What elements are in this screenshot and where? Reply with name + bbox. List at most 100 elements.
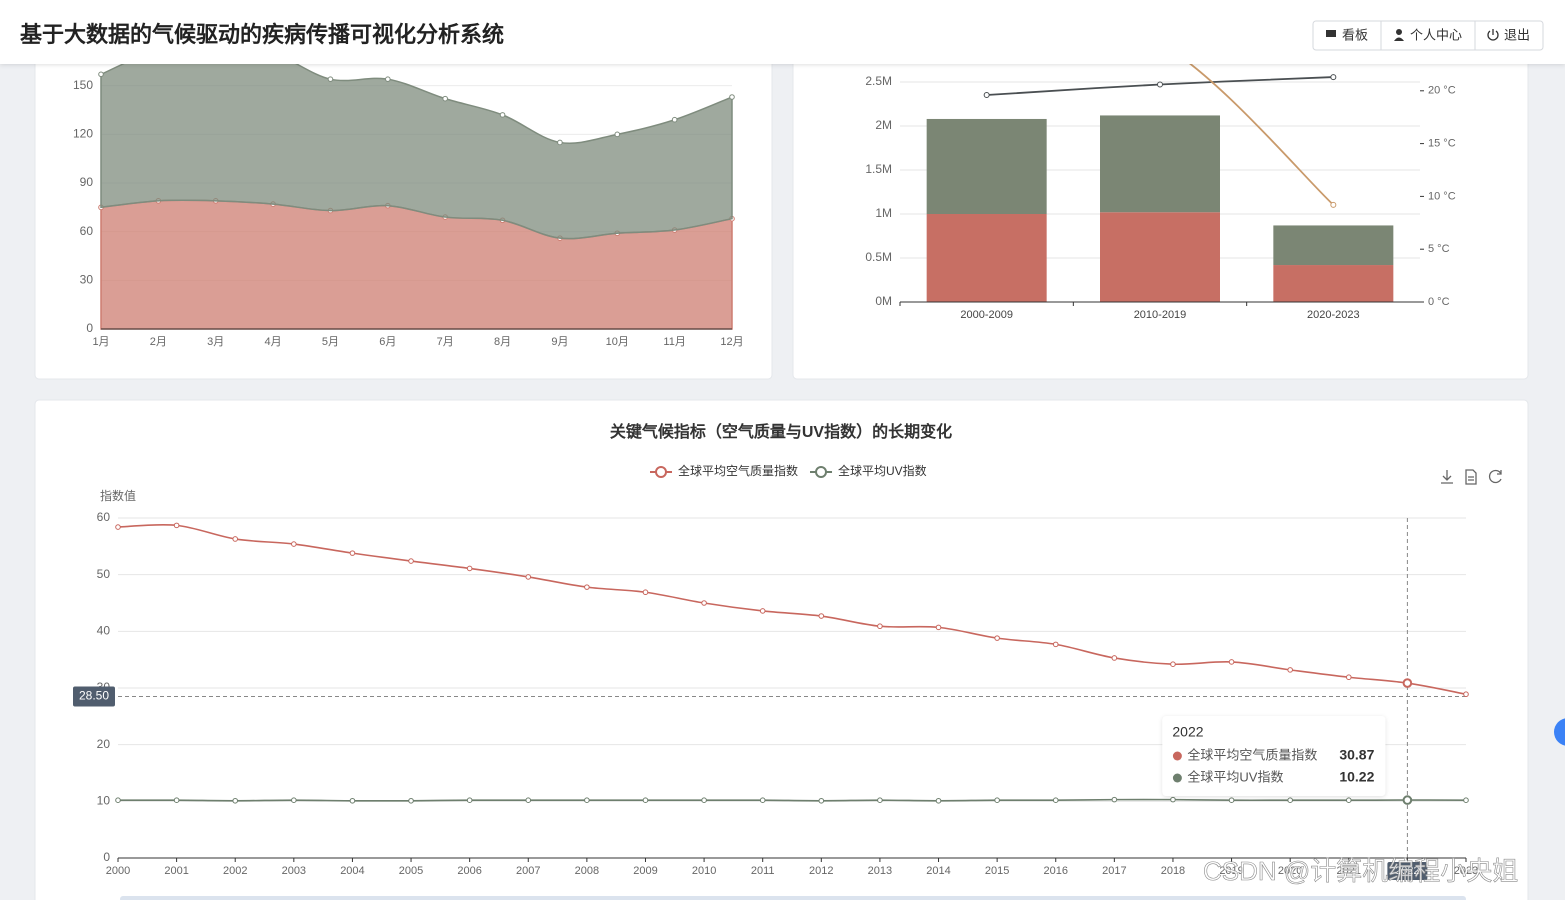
tooltip-value: 30.87 bbox=[1339, 747, 1374, 763]
button-label[interactable]: 个人中心 bbox=[1410, 27, 1462, 42]
x-tick-label: 12月 bbox=[720, 336, 743, 348]
point bbox=[818, 613, 825, 619]
point bbox=[584, 584, 590, 590]
point bbox=[1052, 797, 1059, 804]
watermark: CSDN @计算机编程小央姐 bbox=[1203, 856, 1518, 886]
legend-item[interactable]: 全球平均空气质量指数 bbox=[650, 463, 798, 478]
x-tick-label: 2021 bbox=[1337, 865, 1361, 877]
float-button[interactable] bbox=[1554, 718, 1565, 746]
chart-title: 关键气候指标（空气质量与UV指数）的长期变化 bbox=[610, 422, 952, 441]
tooltip-box bbox=[1162, 716, 1386, 796]
x-tick-label: 2004 bbox=[340, 865, 364, 877]
point bbox=[466, 565, 473, 572]
x-tick-label: 2006 bbox=[457, 865, 481, 877]
y-tick-label: 0M bbox=[875, 294, 892, 308]
restore-icon[interactable] bbox=[1488, 469, 1502, 484]
x-tick-label: 2001 bbox=[164, 865, 188, 877]
line bbox=[117, 523, 1467, 696]
toolbox[interactable] bbox=[1441, 469, 1502, 485]
header: 基于大数据的气候驱动的疾病传播可视化分析系统 看板 个人中心 退出 bbox=[0, 0, 1565, 64]
profile-button[interactable]: 个人中心 bbox=[1394, 27, 1462, 42]
point bbox=[877, 623, 883, 630]
point bbox=[525, 574, 532, 580]
button-label[interactable]: 退出 bbox=[1504, 27, 1530, 42]
point bbox=[1287, 797, 1293, 804]
x-tick-label: 4月 bbox=[265, 336, 282, 348]
tooltip-value: 10.22 bbox=[1339, 769, 1374, 785]
x-tick-label: 2015 bbox=[985, 865, 1009, 877]
y2-tick-label: 15 °C bbox=[1428, 138, 1456, 150]
bar-segment bbox=[1273, 225, 1394, 266]
y-tick-label: 20 bbox=[97, 737, 111, 751]
point bbox=[173, 797, 180, 804]
x-tick-label: 2000 bbox=[106, 865, 130, 877]
x-tick-label: 2020 bbox=[1278, 865, 1302, 877]
point bbox=[759, 608, 766, 614]
point bbox=[1111, 655, 1118, 661]
data-zoom-bar[interactable] bbox=[120, 896, 1466, 900]
x-tick-label: 9月 bbox=[551, 336, 568, 348]
point bbox=[525, 797, 532, 804]
x-tick-label: 2023 bbox=[1454, 865, 1478, 877]
x-tick-label: 2013 bbox=[868, 865, 892, 877]
bar-segment bbox=[926, 118, 1047, 214]
download-icon[interactable] bbox=[1441, 470, 1453, 484]
y-tick-label: 30 bbox=[80, 273, 94, 287]
axis-pointer-label: 28.50 bbox=[79, 689, 109, 703]
x-tick-label: 2005 bbox=[399, 865, 423, 877]
point bbox=[642, 797, 649, 804]
point bbox=[98, 71, 104, 78]
bar-segment bbox=[1100, 115, 1220, 213]
point bbox=[408, 558, 414, 564]
y2-tick-label: 5 °C bbox=[1428, 243, 1450, 255]
x-tick-label: 2018 bbox=[1161, 865, 1185, 877]
y-tick-label: 150 bbox=[73, 78, 93, 92]
point bbox=[935, 624, 942, 631]
dashboard-button[interactable]: 看板 bbox=[1326, 27, 1368, 42]
y-tick-label: 120 bbox=[73, 127, 93, 141]
point bbox=[1228, 797, 1235, 804]
point bbox=[994, 635, 1000, 641]
legend-item[interactable]: 全球平均UV指数 bbox=[810, 463, 927, 478]
data-view-icon[interactable] bbox=[1465, 469, 1477, 485]
x-tick-label: 6月 bbox=[379, 336, 396, 348]
point bbox=[1463, 691, 1469, 698]
point bbox=[173, 522, 180, 529]
point bbox=[349, 550, 356, 556]
point bbox=[327, 76, 334, 82]
x-tick-label: 2月 bbox=[150, 336, 167, 348]
icon bbox=[1394, 37, 1404, 41]
point bbox=[818, 797, 825, 804]
axis-pointer-box bbox=[1387, 862, 1428, 880]
point bbox=[115, 797, 121, 804]
y-tick-label: 40 bbox=[97, 624, 111, 638]
point bbox=[642, 589, 649, 596]
button-label[interactable]: 看板 bbox=[1342, 27, 1368, 42]
y-tick-label: 2.5M bbox=[865, 74, 892, 88]
point bbox=[1402, 678, 1413, 688]
bar-segment bbox=[1100, 212, 1220, 302]
bar-segment bbox=[926, 214, 1047, 302]
y-tick-label: 10 bbox=[97, 794, 111, 808]
point bbox=[1111, 796, 1118, 803]
icon bbox=[1487, 29, 1499, 41]
point bbox=[232, 536, 239, 542]
x-tick-label: 2016 bbox=[1043, 865, 1067, 877]
y-tick-label: 2M bbox=[875, 118, 892, 132]
header-bar bbox=[0, 0, 1565, 64]
point bbox=[291, 541, 297, 547]
x-tick-label: 1月 bbox=[92, 336, 109, 348]
logout-button[interactable]: 退出 bbox=[1487, 27, 1530, 42]
point bbox=[935, 797, 942, 804]
y-tick-label: 60 bbox=[97, 510, 111, 524]
y-tick-label: 0 bbox=[103, 850, 110, 864]
card bbox=[34, 399, 1529, 900]
point bbox=[729, 94, 735, 100]
point bbox=[349, 797, 356, 804]
charts: 0 30 60 90 120 150 1月 2月 3月 4月 5月 6月 7月 8月 9月 10月 11月 12月… bbox=[73, 13, 1478, 880]
tooltip-dot bbox=[1172, 751, 1182, 761]
legend-label: 全球平均空气质量指数 bbox=[678, 463, 798, 478]
x-tick-label: 2002 bbox=[223, 865, 247, 877]
legend-label: 全球平均UV指数 bbox=[838, 463, 927, 478]
x-tick-label: 2011 bbox=[751, 865, 775, 877]
